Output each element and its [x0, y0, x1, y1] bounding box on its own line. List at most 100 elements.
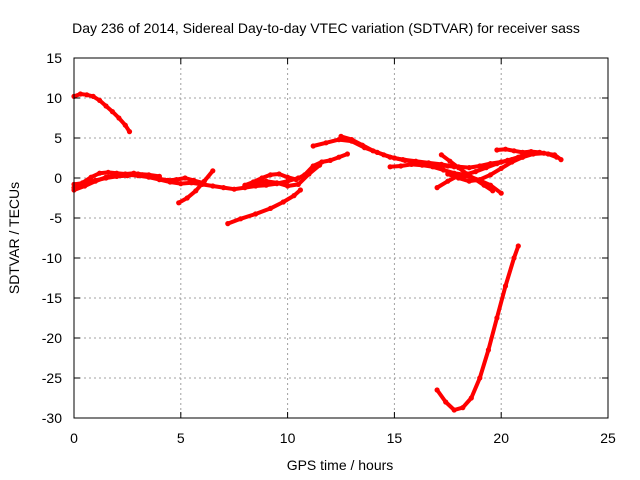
- data-point: [188, 180, 195, 186]
- data-point: [370, 148, 376, 154]
- data-point: [276, 171, 282, 177]
- data-point: [511, 255, 517, 261]
- data-point: [201, 178, 207, 184]
- data-point: [558, 157, 564, 163]
- data-point: [126, 129, 133, 135]
- series-arc-8: [242, 162, 323, 189]
- data-point: [502, 146, 509, 152]
- data-point: [466, 165, 472, 171]
- series-line: [339, 134, 563, 170]
- data-point: [156, 173, 162, 179]
- data-point: [210, 183, 216, 189]
- series-arc-16: [434, 243, 521, 413]
- x-tick-label: 15: [387, 430, 403, 446]
- data-point: [520, 149, 526, 155]
- data-point: [263, 182, 269, 188]
- data-point: [477, 375, 483, 381]
- x-tick-label: 0: [70, 430, 78, 446]
- data-point: [297, 187, 303, 193]
- data-point: [253, 211, 259, 217]
- data-point: [182, 175, 188, 181]
- data-point: [494, 161, 500, 167]
- data-point: [285, 183, 291, 189]
- data-point: [178, 181, 184, 187]
- data-point: [267, 205, 274, 211]
- y-tick-label: 0: [54, 170, 62, 186]
- data-point: [238, 216, 244, 222]
- data-point: [105, 169, 111, 175]
- data-point: [498, 165, 504, 171]
- data-point: [515, 243, 521, 249]
- data-point: [498, 190, 504, 196]
- data-point: [408, 161, 415, 167]
- y-tick-label: -15: [42, 290, 62, 306]
- data-point: [97, 97, 103, 103]
- data-point: [88, 174, 94, 180]
- data-point: [225, 221, 231, 227]
- series-arc-15: [494, 146, 560, 160]
- series-arc-1: [71, 91, 133, 135]
- data-point: [494, 147, 500, 153]
- series-arc-5: [176, 168, 216, 206]
- data-point: [430, 164, 436, 170]
- data-point: [349, 137, 355, 143]
- data-point: [167, 179, 173, 185]
- data-point: [344, 151, 350, 157]
- data-point: [537, 149, 543, 155]
- data-point: [323, 140, 329, 146]
- data-point: [381, 152, 387, 158]
- data-point: [317, 162, 323, 168]
- y-tick-label: -30: [42, 410, 62, 426]
- data-point: [473, 177, 479, 183]
- data-point: [176, 200, 182, 206]
- data-point: [438, 152, 444, 158]
- data-point: [483, 165, 489, 171]
- data-point: [466, 178, 472, 184]
- data-point: [419, 162, 425, 168]
- data-point: [455, 175, 462, 181]
- data-point: [280, 199, 286, 205]
- data-point: [445, 171, 451, 177]
- data-point: [295, 181, 301, 187]
- y-tick-label: -25: [42, 370, 62, 386]
- data-point: [97, 170, 103, 176]
- data-point: [77, 91, 83, 97]
- data-point: [231, 186, 237, 192]
- data-point: [327, 157, 333, 163]
- data-point: [464, 171, 470, 177]
- series-line: [72, 92, 132, 134]
- data-point: [92, 177, 98, 183]
- data-point: [545, 151, 551, 157]
- data-point: [220, 185, 227, 191]
- data-point: [306, 171, 312, 177]
- data-point: [473, 169, 479, 175]
- data-point: [103, 175, 109, 181]
- data-point: [502, 283, 509, 289]
- data-point: [443, 399, 449, 405]
- data-point: [509, 159, 515, 165]
- data-point: [445, 163, 451, 169]
- data-point: [146, 172, 152, 178]
- data-point: [451, 407, 457, 413]
- data-point: [184, 195, 190, 201]
- data-point: [210, 168, 216, 174]
- data-point: [468, 395, 474, 401]
- x-axis-label: GPS time / hours: [287, 457, 394, 473]
- data-point: [114, 173, 120, 179]
- data-point: [82, 180, 88, 186]
- data-point: [440, 167, 447, 173]
- data-point: [242, 183, 248, 189]
- data-point: [310, 143, 316, 149]
- chart-title: Day 236 of 2014, Sidereal Day-to-day VTE…: [72, 20, 580, 36]
- x-tick-label: 5: [177, 430, 185, 446]
- data-point: [445, 178, 451, 184]
- data-point: [285, 178, 291, 184]
- data-point: [391, 155, 397, 161]
- data-point: [481, 182, 487, 188]
- data-point: [447, 158, 453, 164]
- data-point: [455, 165, 462, 171]
- data-point: [490, 188, 496, 194]
- data-point: [124, 173, 130, 179]
